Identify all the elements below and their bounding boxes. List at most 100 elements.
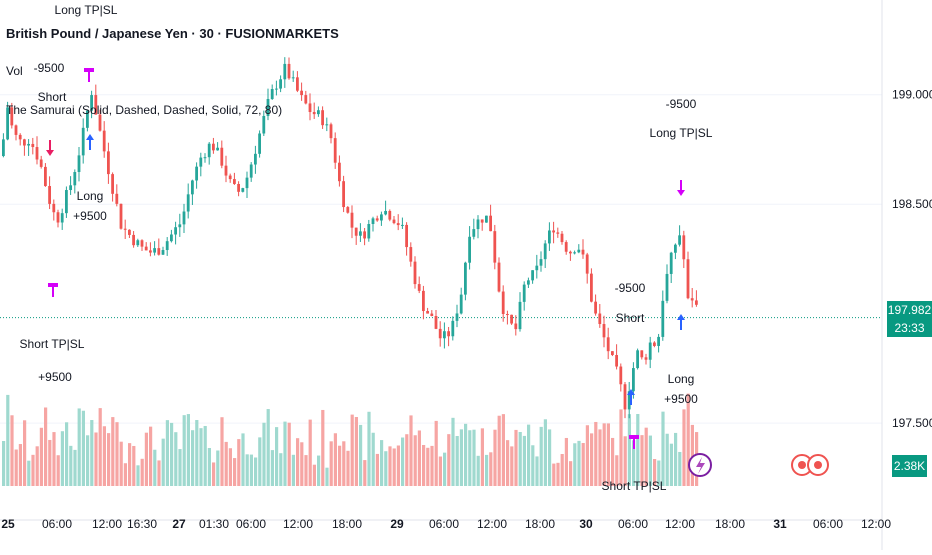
candle-body[interactable] xyxy=(354,227,358,236)
candle-body[interactable] xyxy=(132,234,135,246)
candle-body[interactable] xyxy=(287,63,291,79)
candle-body[interactable] xyxy=(489,215,492,232)
candle-body[interactable] xyxy=(426,311,429,314)
candle-body[interactable] xyxy=(203,157,207,159)
candle-body[interactable] xyxy=(266,99,270,116)
candle-body[interactable] xyxy=(123,228,127,230)
candle-body[interactable] xyxy=(682,235,686,260)
candle-body[interactable] xyxy=(627,391,631,410)
candle-body[interactable] xyxy=(350,212,354,228)
candle-body[interactable] xyxy=(86,110,89,128)
candle-body[interactable] xyxy=(191,180,194,195)
candle-body[interactable] xyxy=(443,331,446,339)
candle-body[interactable] xyxy=(65,190,68,214)
candle-body[interactable] xyxy=(686,259,690,299)
candle-body[interactable] xyxy=(632,368,635,392)
candle-body[interactable] xyxy=(94,95,98,115)
candle-body[interactable] xyxy=(539,259,543,266)
candle-body[interactable] xyxy=(329,124,333,139)
candle-body[interactable] xyxy=(233,179,236,184)
candle-body[interactable] xyxy=(102,130,106,152)
candle-body[interactable] xyxy=(195,166,198,181)
candle-body[interactable] xyxy=(48,186,51,204)
candle-body[interactable] xyxy=(577,249,581,253)
candle-body[interactable] xyxy=(178,224,182,228)
candle-body[interactable] xyxy=(77,155,81,173)
candle-body[interactable] xyxy=(338,162,341,182)
candle-body[interactable] xyxy=(333,138,337,163)
candle-body[interactable] xyxy=(359,231,362,236)
candle-body[interactable] xyxy=(644,357,648,360)
candle-body[interactable] xyxy=(527,280,530,285)
candle-body[interactable] xyxy=(417,284,421,291)
candle-body[interactable] xyxy=(522,284,526,302)
candle-body[interactable] xyxy=(136,240,140,246)
candle-body[interactable] xyxy=(384,210,387,215)
candle-body[interactable] xyxy=(434,315,438,329)
candle-body[interactable] xyxy=(451,320,455,337)
candle-body[interactable] xyxy=(111,174,114,194)
candle-body[interactable] xyxy=(119,203,123,229)
candle-body[interactable] xyxy=(153,248,156,253)
candle-body[interactable] xyxy=(283,63,287,80)
candle-body[interactable] xyxy=(678,235,681,245)
candle-body[interactable] xyxy=(31,143,35,148)
candle-body[interactable] xyxy=(497,262,501,292)
candle-body[interactable] xyxy=(270,89,274,100)
candle-body[interactable] xyxy=(564,242,568,252)
candle-body[interactable] xyxy=(115,193,119,204)
candle-body[interactable] xyxy=(371,218,375,224)
candle-body[interactable] xyxy=(39,159,43,167)
candle-body[interactable] xyxy=(619,366,623,385)
candle-body[interactable] xyxy=(405,224,408,248)
candle-body[interactable] xyxy=(258,133,261,154)
candle-body[interactable] xyxy=(14,125,18,135)
candle-body[interactable] xyxy=(380,214,383,221)
candle-body[interactable] xyxy=(476,219,480,230)
candle-body[interactable] xyxy=(304,95,308,104)
candle-body[interactable] xyxy=(44,166,47,187)
candle-body[interactable] xyxy=(636,350,639,369)
candle-body[interactable] xyxy=(598,313,602,325)
candle-body[interactable] xyxy=(321,110,324,126)
candle-body[interactable] xyxy=(569,251,572,254)
candle-body[interactable] xyxy=(510,314,513,324)
candle-body[interactable] xyxy=(254,153,257,165)
candle-body[interactable] xyxy=(199,157,203,167)
candle-body[interactable] xyxy=(69,185,72,191)
candle-body[interactable] xyxy=(506,314,509,316)
candle-body[interactable] xyxy=(422,290,425,312)
candle-body[interactable] xyxy=(237,183,240,192)
candle-body[interactable] xyxy=(224,165,228,176)
candle-body[interactable] xyxy=(157,248,161,255)
candle-body[interactable] xyxy=(228,175,232,180)
candle-body[interactable] xyxy=(300,90,303,96)
candle-body[interactable] xyxy=(669,252,673,274)
candle-body[interactable] xyxy=(531,270,534,281)
candle-body[interactable] xyxy=(149,250,152,253)
candle-body[interactable] xyxy=(396,223,400,226)
candle-body[interactable] xyxy=(472,229,476,237)
candle-body[interactable] xyxy=(27,143,30,146)
candle-body[interactable] xyxy=(640,350,644,358)
candle-body[interactable] xyxy=(128,229,131,235)
candle-body[interactable] xyxy=(480,219,484,223)
candle-body[interactable] xyxy=(438,328,442,339)
candle-body[interactable] xyxy=(485,215,488,223)
candle-body[interactable] xyxy=(10,107,14,126)
study-label[interactable]: The Samurai (Solid, Dashed, Dashed, Soli… xyxy=(6,103,283,117)
candle-body[interactable] xyxy=(346,207,350,213)
candle-body[interactable] xyxy=(548,230,551,244)
candle-body[interactable] xyxy=(401,224,404,226)
candle-body[interactable] xyxy=(174,227,177,235)
candle-body[interactable] xyxy=(464,262,467,295)
candle-body[interactable] xyxy=(468,236,471,263)
candle-body[interactable] xyxy=(657,336,660,346)
candle-body[interactable] xyxy=(98,114,102,131)
candle-body[interactable] xyxy=(501,291,505,315)
candle-body[interactable] xyxy=(695,300,698,305)
candle-body[interactable] xyxy=(81,127,85,156)
candle-body[interactable] xyxy=(249,164,253,178)
